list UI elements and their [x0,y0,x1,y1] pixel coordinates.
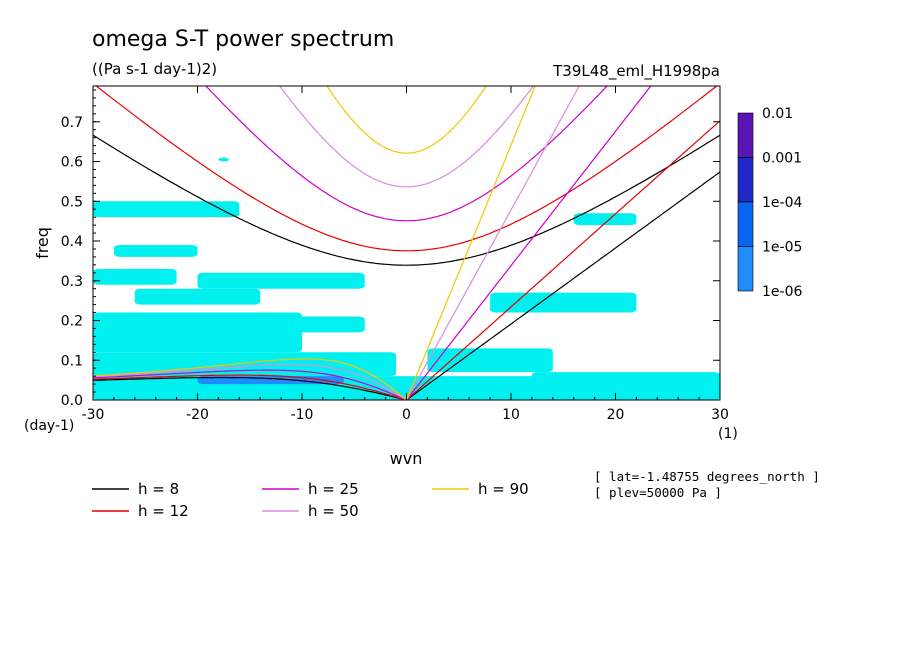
curve-gravity-h8 [93,134,720,266]
colorbar: 0.01 0.001 1e-04 1e-05 1e-06 [737,106,802,300]
y-tick-label: 0.5 [61,194,83,210]
y-tick-label: 0.7 [61,115,83,131]
legend-label-h25: h = 25 [308,480,359,498]
curve-gravity-h50 [278,86,535,188]
shaded-region [113,244,198,257]
y-tick-label: 0.6 [61,155,83,171]
curve-kelvin-h90 [405,86,536,400]
shaded-region [531,372,720,389]
shaded-region [281,316,365,333]
colorbar-swatch [737,157,754,203]
shaded-region [573,213,637,226]
shaded-region [93,268,177,285]
curve-kelvin-h50 [405,86,580,400]
shaded-region [93,201,240,218]
colorbar-label: 1e-04 [762,195,802,211]
y-unit-label: (day-1) [24,418,74,434]
colorbar-swatch [737,246,754,292]
curve-gravity-h90 [326,86,487,154]
x-tick-label: -30 [82,407,105,423]
y-tick-label: 0.2 [61,314,83,330]
curve-rossby-h25 [93,369,407,400]
x-axis-label: wvn [390,449,423,468]
dispersion-curves [93,86,720,400]
y-tick-label: 0.3 [61,274,83,290]
colorbar-swatch [737,112,754,158]
curve-rossby-h50 [93,363,407,400]
colorbar-label: 1e-05 [762,240,802,256]
curve-gravity-h12 [95,86,718,252]
shaded-region [197,272,365,289]
colorbar-label: 1e-06 [762,284,802,300]
curve-kelvin-h25 [406,86,652,400]
colorbar-label: 0.01 [762,106,793,122]
x-tick-label: 0 [402,407,411,423]
legend: h = 8 h = 12 h = 25 h = 50 h = 90 [92,480,529,520]
shaded-region [490,292,637,313]
x-tick-label: 30 [711,407,729,423]
power-shading [93,157,720,400]
colorbar-label: 0.001 [762,151,802,167]
curve-gravity-h25 [205,86,608,222]
x-unit-label: (1) [718,426,738,442]
chart-units: ((Pa s-1 day-1)2) [92,60,217,78]
x-axis-ticks: -30 -20 -10 0 10 20 30 [82,86,729,423]
curve-rossby-h90 [93,358,407,400]
curve-kelvin-h8 [406,171,720,400]
curve-rossby-h12 [93,374,407,400]
legend-label-h12: h = 12 [138,502,189,520]
x-tick-label: -20 [186,407,209,423]
y-tick-label: 0.4 [61,234,83,250]
chart-title: omega S-T power spectrum [92,27,394,52]
legend-label-h8: h = 8 [138,480,179,498]
colorbar-swatch [737,201,754,247]
x-tick-label: 10 [502,407,520,423]
dataset-label: T39L48_eml_H1998pa [552,62,720,81]
curve-rossby-h8 [93,376,407,400]
curve-kelvin-h12 [406,120,720,400]
y-axis-ticks: 0.0 0.1 0.2 0.3 0.4 0.5 0.6 0.7 [61,89,720,409]
shaded-region [427,348,553,373]
x-tick-label: 20 [607,407,625,423]
shaded-region [134,288,261,305]
y-axis-label: freq [33,227,52,259]
pressure-note: [ plev=50000 Pa ] [594,485,722,500]
legend-label-h90: h = 90 [478,480,529,498]
y-tick-label: 0.0 [61,393,83,409]
latitude-note: [ lat=-1.48755 degrees_north ] [594,469,820,484]
legend-label-h50: h = 50 [308,502,359,520]
x-tick-label: -10 [291,407,314,423]
shaded-region [218,157,229,162]
y-tick-label: 0.1 [61,353,83,369]
shaded-region [93,312,302,353]
